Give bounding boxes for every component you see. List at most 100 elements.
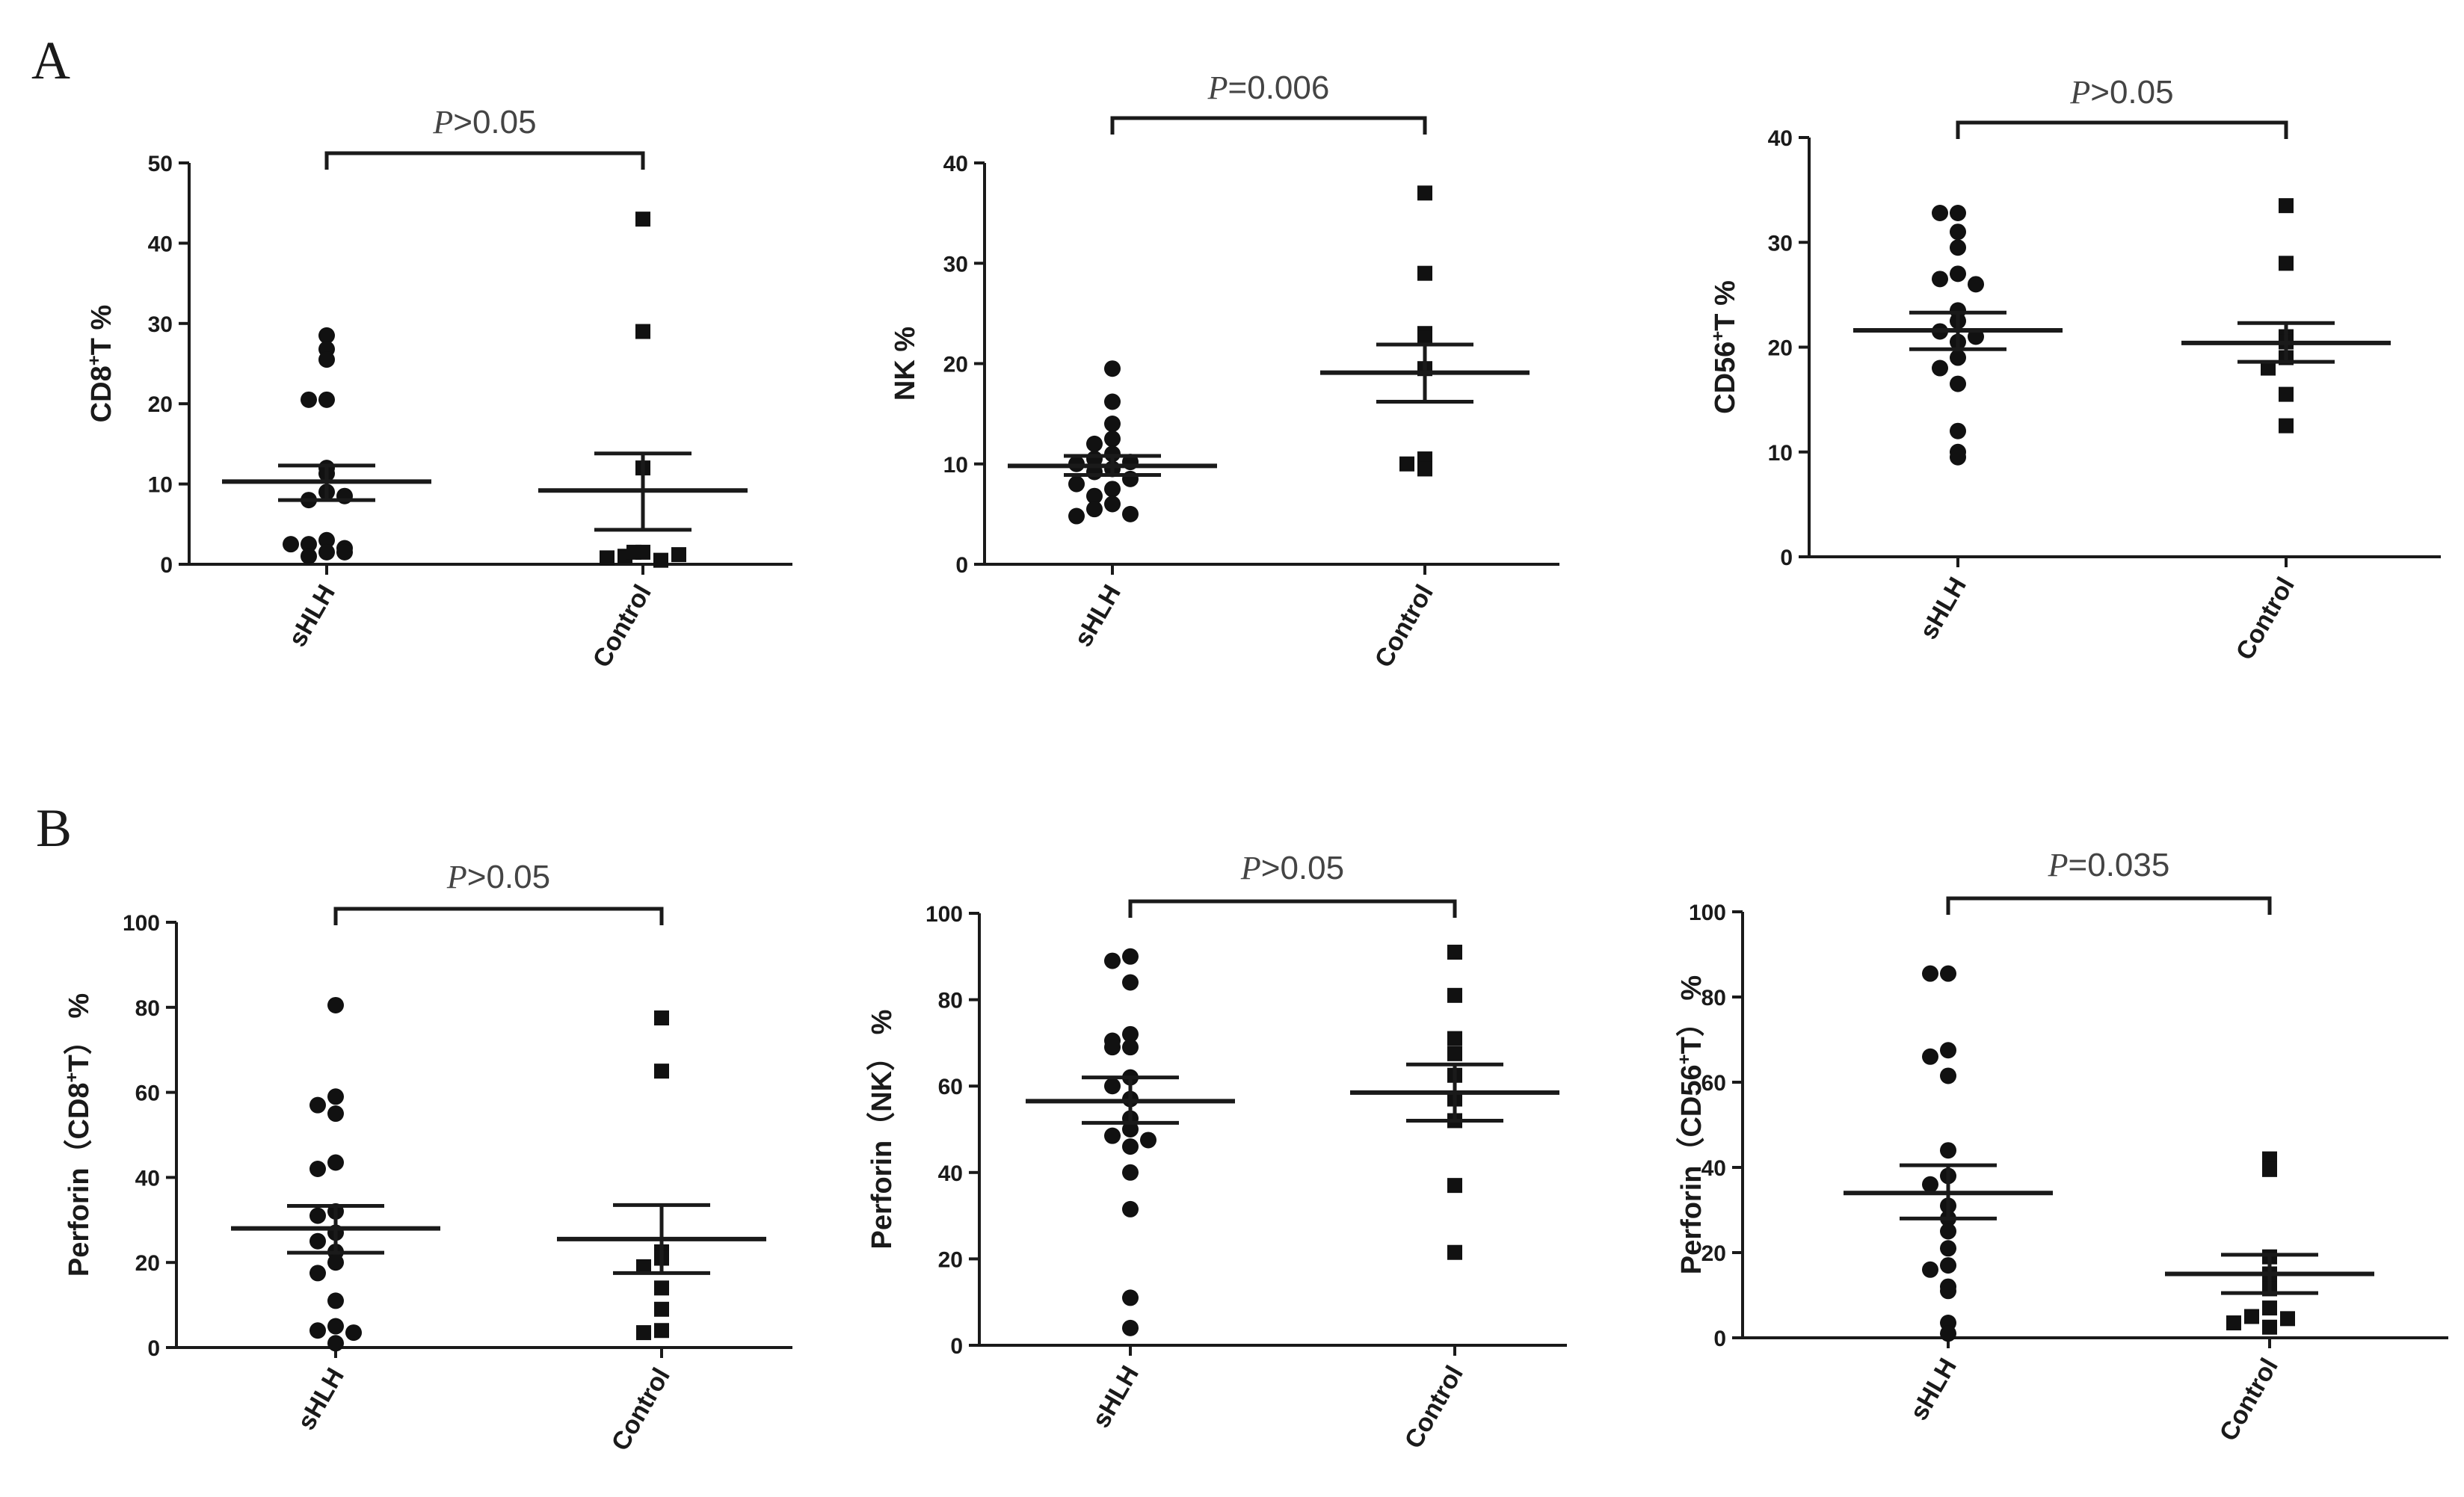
chart-panel-1: 0 10 20 30 40 50 sHLH Control CD8+T % P>0.05 bbox=[84, 104, 792, 673]
data-point-control bbox=[1447, 945, 1462, 960]
p-value-label: P>0.05 bbox=[446, 859, 550, 895]
data-point-shlh bbox=[1940, 1283, 1956, 1300]
data-point-control bbox=[1417, 185, 1432, 201]
y-tick-label: 40 bbox=[1701, 1156, 1726, 1181]
data-point-shlh bbox=[1922, 1176, 1938, 1193]
data-point-control bbox=[2279, 386, 2294, 402]
data-point-shlh bbox=[1104, 416, 1121, 433]
y-tick-label: 10 bbox=[943, 453, 968, 478]
chart-panel-5: 0 20 40 60 80 100 sHLH Control Perforin（NK） % P>0… bbox=[866, 850, 1567, 1454]
charts-group: 0 10 20 30 40 50 sHLH Control CD8+T % P>0.05 0 10 20… bbox=[62, 70, 2448, 1456]
data-point-control bbox=[2279, 198, 2294, 214]
data-point-shlh bbox=[327, 1088, 344, 1105]
y-tick-label: 40 bbox=[148, 232, 173, 256]
x-category-label-control: Control bbox=[1399, 1361, 1469, 1454]
data-point-shlh bbox=[301, 548, 317, 565]
data-point-shlh bbox=[1122, 1138, 1139, 1155]
data-point-shlh bbox=[1122, 1039, 1139, 1056]
series-control bbox=[538, 212, 748, 568]
data-point-shlh bbox=[1932, 271, 1948, 288]
data-point-shlh bbox=[1950, 204, 1966, 221]
data-point-control bbox=[2226, 1315, 2241, 1331]
data-point-shlh bbox=[1940, 1042, 1956, 1059]
data-point-shlh bbox=[1122, 1200, 1139, 1217]
data-point-shlh bbox=[1940, 965, 1956, 982]
data-point-shlh bbox=[1940, 1257, 1956, 1274]
data-point-shlh bbox=[301, 536, 317, 553]
data-point-shlh bbox=[1122, 1319, 1139, 1336]
data-point-shlh bbox=[1950, 349, 1966, 366]
data-point-shlh bbox=[1104, 496, 1121, 513]
data-point-shlh bbox=[309, 1207, 326, 1224]
data-point-control bbox=[1447, 1244, 1462, 1260]
chart-panel-2: 0 10 20 30 40 sHLH Control NK % P=0.006 bbox=[890, 70, 1559, 673]
data-point-shlh bbox=[318, 543, 335, 561]
data-point-shlh bbox=[1122, 505, 1139, 522]
data-point-shlh bbox=[1104, 952, 1121, 969]
y-tick-label: 20 bbox=[938, 1247, 963, 1272]
data-point-shlh bbox=[301, 391, 317, 408]
data-point-shlh bbox=[1104, 1127, 1121, 1144]
series-shlh bbox=[1853, 204, 2063, 466]
data-point-shlh bbox=[345, 1324, 362, 1342]
data-point-shlh bbox=[1922, 1048, 1938, 1065]
y-axis-title: Perforin（CD56+T） % bbox=[1675, 975, 1707, 1274]
y-tick-label: 80 bbox=[135, 996, 160, 1021]
data-point-shlh bbox=[318, 391, 335, 408]
y-tick-label: 80 bbox=[1701, 986, 1726, 1010]
data-point-shlh bbox=[1968, 276, 1984, 293]
data-point-control bbox=[654, 1301, 669, 1317]
data-point-control bbox=[2244, 1309, 2259, 1324]
data-point-shlh bbox=[283, 536, 299, 553]
data-point-shlh bbox=[1940, 1142, 1956, 1159]
series-shlh bbox=[222, 327, 431, 565]
data-point-control bbox=[1417, 265, 1432, 281]
x-category-label-control: Control bbox=[588, 580, 657, 673]
series-shlh bbox=[1008, 360, 1217, 525]
y-axis-title: Perforin（CD8+T） % bbox=[62, 993, 95, 1277]
x-category-label-control: Control bbox=[2231, 572, 2300, 665]
data-point-shlh bbox=[1122, 1025, 1139, 1043]
data-point-shlh bbox=[1932, 204, 1948, 221]
data-point-shlh bbox=[309, 1161, 326, 1178]
panel-letter-b: B bbox=[36, 798, 72, 858]
data-point-shlh bbox=[1122, 1121, 1139, 1138]
data-point-control bbox=[2279, 418, 2294, 433]
data-point-shlh bbox=[327, 1105, 344, 1123]
data-point-control bbox=[600, 550, 615, 566]
y-axis-title: CD8+T % bbox=[84, 305, 117, 423]
x-category-label-shlh: sHLH bbox=[292, 1363, 350, 1435]
data-point-shlh bbox=[1122, 974, 1139, 991]
data-point-shlh bbox=[1104, 360, 1121, 377]
data-point-control bbox=[1447, 1031, 1462, 1046]
data-point-shlh bbox=[1068, 475, 1085, 493]
data-point-control bbox=[1447, 987, 1462, 1003]
series-control bbox=[1350, 945, 1559, 1260]
y-tick-label: 20 bbox=[943, 353, 968, 377]
data-point-shlh bbox=[327, 996, 344, 1013]
data-point-control bbox=[654, 1010, 669, 1026]
p-value-label: P=0.035 bbox=[2048, 847, 2170, 883]
data-point-control bbox=[2261, 360, 2276, 376]
data-point-shlh bbox=[1086, 487, 1103, 504]
y-tick-label: 30 bbox=[148, 312, 173, 337]
data-point-shlh bbox=[1104, 1039, 1121, 1056]
data-point-shlh bbox=[327, 1254, 344, 1271]
data-point-control bbox=[671, 547, 686, 563]
y-tick-label: 40 bbox=[943, 152, 968, 176]
data-point-shlh bbox=[1950, 375, 1966, 392]
y-tick-label: 20 bbox=[1701, 1241, 1726, 1266]
y-tick-label: 60 bbox=[938, 1075, 963, 1099]
data-point-shlh bbox=[1950, 265, 1966, 283]
data-point-control bbox=[1417, 330, 1432, 346]
series-control bbox=[2165, 1151, 2374, 1335]
data-point-control bbox=[654, 1280, 669, 1296]
data-point-control bbox=[1417, 461, 1432, 477]
x-category-label-shlh: sHLH bbox=[1905, 1354, 1962, 1425]
data-point-control bbox=[2279, 256, 2294, 271]
y-axis-title: CD56+T % bbox=[1708, 280, 1741, 414]
y-tick-label: 0 bbox=[160, 553, 173, 578]
data-point-control bbox=[2262, 1161, 2277, 1177]
y-tick-label: 40 bbox=[938, 1161, 963, 1186]
